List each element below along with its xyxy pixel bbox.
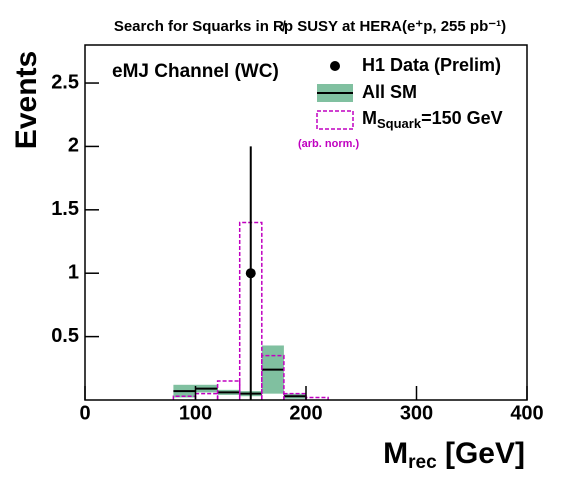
signal-bin <box>194 392 219 400</box>
x-axis-label: Mrec [GeV] <box>383 437 525 473</box>
data-point <box>245 268 256 279</box>
y-tick-label: 1.5 <box>51 198 79 220</box>
legend-label-sub: Squark <box>377 116 422 131</box>
x-tick-label: 300 <box>400 402 433 424</box>
x-tick-label: 100 <box>179 402 212 424</box>
annotation: eMJ Channel (WC) <box>112 61 279 82</box>
legend-label: All SM <box>362 82 417 102</box>
plot-frame <box>84 44 528 401</box>
x-tick-label: 400 <box>510 402 543 424</box>
chart-title: Search for Squarks in R̸p SUSY at HERA(e… <box>114 18 506 35</box>
legend-label: H1 Data (Prelim) <box>362 55 501 75</box>
legend-label-rest: =150 GeV <box>421 108 503 128</box>
y-tick-label: 2.5 <box>51 71 79 93</box>
legend-label-main: M <box>362 108 377 128</box>
x-label-main: M <box>383 437 408 470</box>
legend-data-marker <box>330 61 340 71</box>
x-label-rest: [GeV] <box>437 437 525 470</box>
y-tick-label: 2 <box>68 135 79 157</box>
y-tick-label: 1 <box>68 261 79 283</box>
x-tick-label: 200 <box>289 402 322 424</box>
x-label-sub: rec <box>408 452 437 473</box>
legend-label: MSquark=150 GeV <box>362 108 503 132</box>
x-tick-label: 0 <box>79 402 90 424</box>
y-axis-label: Events <box>10 51 43 149</box>
legend-note: (arb. norm.) <box>298 138 359 150</box>
y-tick-label: 0.5 <box>51 325 79 347</box>
legend-signal-swatch <box>316 110 354 130</box>
signal-bin <box>261 354 285 400</box>
